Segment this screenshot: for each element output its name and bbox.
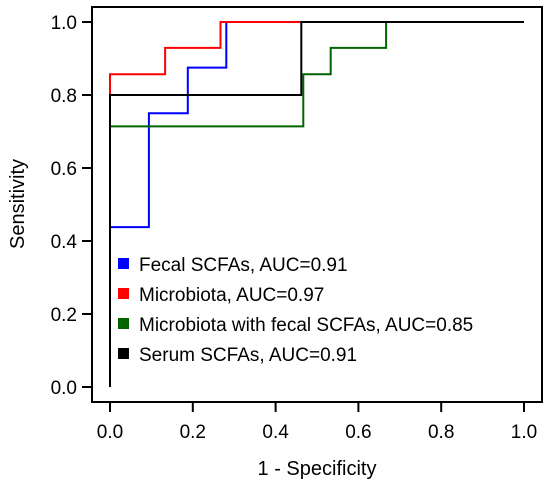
plot-frame — [91, 6, 543, 403]
legend-swatch-1 — [118, 258, 129, 269]
y-tick-label-3: 0.6 — [51, 159, 77, 180]
series-line-2 — [109, 21, 524, 387]
x-tick-label-0: 0.0 — [97, 422, 123, 443]
legend-label-3: Microbiota with fecal SCFAs, AUC=0.85 — [139, 315, 473, 336]
x-tick-label-5: 1.0 — [511, 422, 537, 443]
y-axis-label: Sensitivity — [7, 159, 29, 249]
legend-label-1: Fecal SCFAs, AUC=0.91 — [139, 255, 348, 276]
series-line-1 — [109, 21, 524, 387]
x-tick-label-3: 0.6 — [345, 422, 371, 443]
legend-item-2: Microbiota, AUC=0.97 — [118, 285, 324, 306]
y-axis: 0.0 0.2 0.4 0.6 0.8 1.0 — [51, 13, 92, 399]
x-tick-label-1: 0.2 — [180, 422, 206, 443]
series-layer — [109, 21, 524, 387]
legend: Fecal SCFAs, AUC=0.91 Microbiota, AUC=0.9… — [118, 255, 473, 366]
legend-label-2: Microbiota, AUC=0.97 — [139, 285, 324, 306]
x-axis: 0.0 0.2 0.4 0.6 0.8 1.0 — [97, 402, 537, 443]
legend-item-4: Serum SCFAs, AUC=0.91 — [118, 345, 357, 366]
legend-label-4: Serum SCFAs, AUC=0.91 — [139, 345, 357, 366]
legend-swatch-4 — [118, 348, 129, 359]
x-tick-label-4: 0.8 — [428, 422, 454, 443]
y-tick-label-5: 1.0 — [51, 13, 77, 34]
legend-swatch-3 — [118, 318, 129, 329]
legend-item-3: Microbiota with fecal SCFAs, AUC=0.85 — [118, 315, 473, 336]
x-tick-label-2: 0.4 — [262, 422, 289, 443]
series-line-4 — [109, 21, 524, 387]
y-tick-label-1: 0.2 — [51, 305, 77, 326]
x-axis-label: 1 - Specificity — [258, 458, 377, 480]
series-line-3 — [109, 21, 524, 387]
y-tick-label-0: 0.0 — [51, 378, 77, 399]
legend-item-1: Fecal SCFAs, AUC=0.91 — [118, 255, 348, 276]
y-tick-label-2: 0.4 — [51, 232, 78, 253]
y-tick-label-4: 0.8 — [51, 86, 77, 107]
legend-swatch-2 — [118, 288, 129, 299]
